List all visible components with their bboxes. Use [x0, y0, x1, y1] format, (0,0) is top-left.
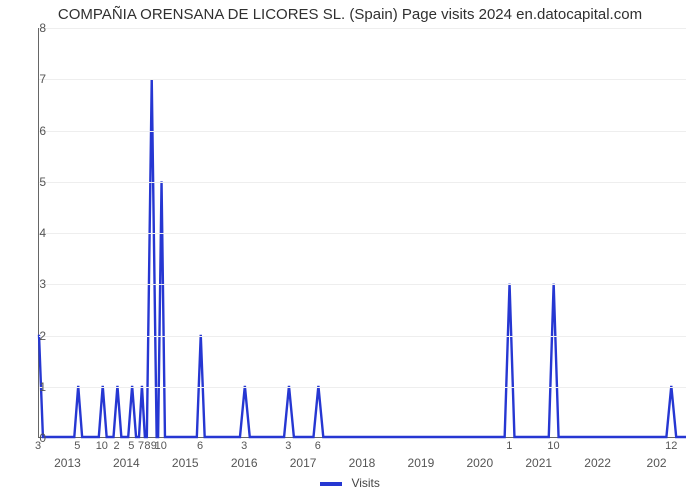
gridline	[39, 233, 686, 234]
legend: Visits	[0, 476, 700, 490]
y-tick-label: 4	[26, 226, 46, 240]
gridline	[39, 387, 686, 388]
x-month-label: 3	[285, 440, 291, 452]
plot-area	[38, 28, 686, 438]
gridline	[39, 336, 686, 337]
gridline	[39, 28, 686, 29]
x-year-label: 2019	[408, 456, 435, 470]
x-month-label: 10	[155, 440, 167, 452]
x-year-label: 202	[647, 456, 667, 470]
visits-line	[39, 79, 686, 437]
y-tick-label: 5	[26, 175, 46, 189]
gridline	[39, 284, 686, 285]
legend-label: Visits	[351, 476, 379, 490]
x-month-label: 10	[547, 440, 559, 452]
x-year-label: 2022	[584, 456, 611, 470]
x-month-label: 12	[665, 440, 677, 452]
gridline	[39, 79, 686, 80]
x-month-label: 5	[128, 440, 134, 452]
x-month-label: 7	[138, 440, 144, 452]
chart-title: COMPAÑIA ORENSANA DE LICORES SL. (Spain)…	[0, 6, 700, 23]
chart-container: COMPAÑIA ORENSANA DE LICORES SL. (Spain)…	[0, 0, 700, 500]
x-year-label: 2016	[231, 456, 258, 470]
y-tick-label: 3	[26, 277, 46, 291]
x-month-label: 8	[144, 440, 150, 452]
y-tick-label: 1	[26, 380, 46, 394]
x-year-label: 2020	[466, 456, 493, 470]
y-tick-label: 2	[26, 329, 46, 343]
x-year-label: 2017	[290, 456, 317, 470]
x-month-label: 2	[113, 440, 119, 452]
x-month-label: 6	[197, 440, 203, 452]
x-month-label: 6	[315, 440, 321, 452]
x-year-label: 2021	[525, 456, 552, 470]
gridline	[39, 131, 686, 132]
x-year-label: 2013	[54, 456, 81, 470]
x-year-label: 2018	[349, 456, 376, 470]
legend-swatch	[320, 482, 342, 486]
x-month-label: 1	[506, 440, 512, 452]
gridline	[39, 182, 686, 183]
y-tick-label: 7	[26, 72, 46, 86]
x-year-label: 2014	[113, 456, 140, 470]
x-year-label: 2015	[172, 456, 199, 470]
y-tick-label: 6	[26, 124, 46, 138]
y-tick-label: 8	[26, 21, 46, 35]
x-month-label: 3	[35, 440, 41, 452]
x-month-label: 10	[96, 440, 108, 452]
x-month-label: 5	[74, 440, 80, 452]
x-month-label: 3	[241, 440, 247, 452]
